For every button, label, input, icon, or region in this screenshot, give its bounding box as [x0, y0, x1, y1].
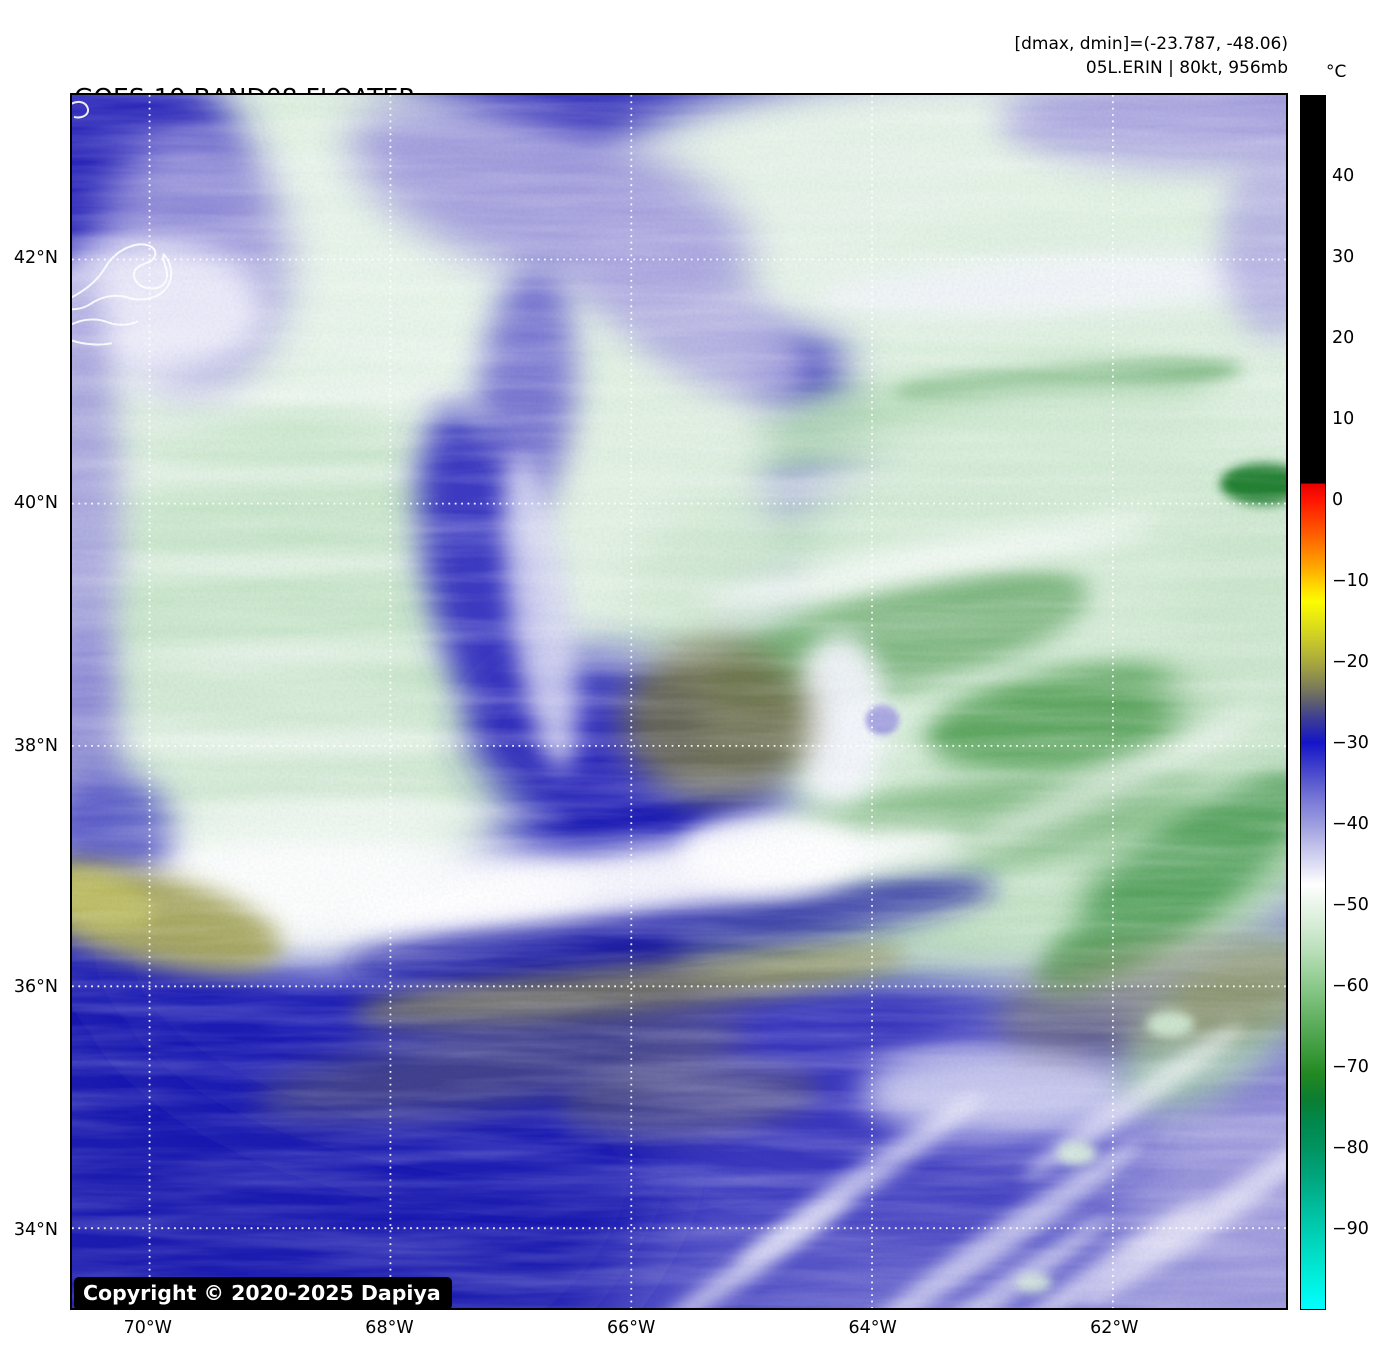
grid-lines — [72, 95, 1286, 1308]
y-tick-label: 34°N — [13, 1219, 58, 1240]
colorbar-tick-label: 0 — [1332, 489, 1344, 510]
colorbar-tick-label: −20 — [1332, 652, 1369, 673]
grain-texture — [72, 95, 1286, 1308]
y-tick-label: 36°N — [13, 977, 58, 998]
longitude-axis: 70°W 68°W 66°W 64°W 62°W — [70, 1318, 1288, 1346]
copyright-badge: Copyright © 2020-2025 Dapiya — [74, 1277, 452, 1308]
y-tick-label: 38°N — [13, 736, 58, 757]
colorbar-tick-label: −10 — [1332, 571, 1369, 591]
storm-info: [dmax, dmin]=(-23.787, -48.06) 05L.ERIN … — [1015, 32, 1289, 80]
colorbar-tick-labels: 40 30 20 10 0 −10 −20 −30 −40 −50 −60 −70 −80 −90 — [1332, 95, 1388, 1310]
colorbar-tick-label: −60 — [1332, 975, 1369, 996]
x-tick-label: 68°W — [365, 1318, 414, 1338]
colorbar-tick-label: 40 — [1332, 166, 1355, 187]
y-tick-label: 42°N — [13, 248, 58, 269]
x-tick-label: 62°W — [1090, 1318, 1139, 1338]
satellite-map: Copyright © 2020-2025 Dapiya — [70, 93, 1288, 1310]
x-tick-label: 66°W — [606, 1318, 656, 1338]
latitude-axis: 42°N 40°N 38°N 36°N 34°N — [0, 93, 63, 1310]
x-tick-label: 64°W — [848, 1318, 897, 1338]
storm-intensity-readout: 05L.ERIN | 80kt, 956mb — [1085, 58, 1288, 78]
colorbar-tick-label: −30 — [1332, 732, 1369, 753]
colorbar-tick-label: −70 — [1332, 1057, 1369, 1077]
temperature-colorbar — [1300, 95, 1326, 1310]
satellite-imagery — [72, 95, 1286, 1308]
colorbar-tick-label: −50 — [1332, 895, 1369, 916]
colorbar-tick-label: −80 — [1332, 1138, 1369, 1159]
colorbar-tick-label: 10 — [1332, 409, 1355, 430]
colorbar-tick-label: −90 — [1332, 1218, 1369, 1239]
x-tick-label: 70°W — [123, 1318, 172, 1338]
y-tick-label: 40°N — [13, 493, 58, 513]
colorbar-tick-label: −40 — [1332, 814, 1369, 834]
colorbar-unit-label: °C — [1326, 62, 1347, 82]
colorbar-tick-label: 20 — [1332, 328, 1355, 348]
colorbar-tick-label: 30 — [1332, 246, 1355, 267]
dmax-dmin-readout: [dmax, dmin]=(-23.787, -48.06) — [1014, 34, 1289, 54]
